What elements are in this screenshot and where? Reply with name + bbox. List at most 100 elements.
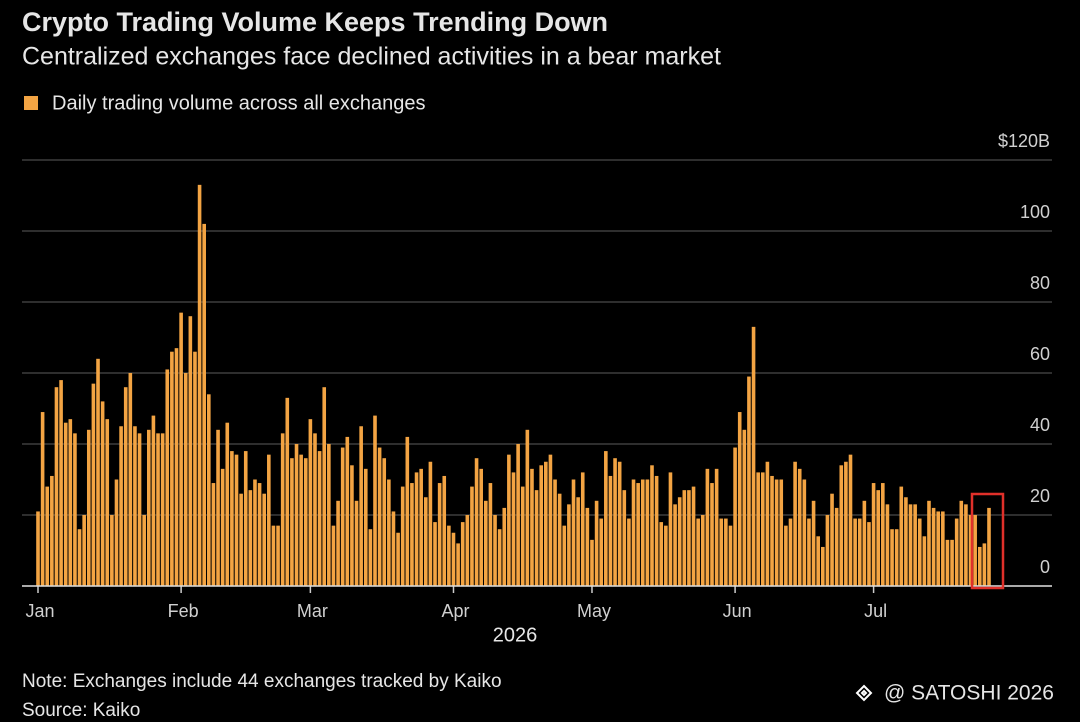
bar xyxy=(433,522,437,586)
bar xyxy=(447,525,451,586)
bar xyxy=(705,468,710,586)
bar xyxy=(654,475,659,586)
bar xyxy=(580,472,585,586)
y-tick-label: $120B xyxy=(998,131,1050,151)
bar xyxy=(151,415,156,586)
bar xyxy=(650,465,654,586)
bar xyxy=(853,518,857,586)
bar xyxy=(544,461,548,586)
bar xyxy=(257,483,262,586)
bar xyxy=(86,429,91,586)
bar xyxy=(474,458,479,586)
bar xyxy=(220,468,225,586)
bar xyxy=(687,490,691,586)
bar xyxy=(664,525,668,586)
bar xyxy=(562,525,567,586)
bar xyxy=(931,507,936,586)
bar xyxy=(585,507,590,586)
bar xyxy=(941,511,945,586)
bar xyxy=(659,522,664,586)
bar xyxy=(548,454,553,586)
bar xyxy=(63,422,68,586)
bar xyxy=(631,479,636,586)
bar xyxy=(368,529,373,586)
bar xyxy=(899,486,904,586)
bar xyxy=(303,458,308,586)
bar xyxy=(913,504,917,586)
bar xyxy=(387,479,391,586)
bar xyxy=(100,401,105,586)
bar xyxy=(437,483,442,586)
watermark-icon xyxy=(855,684,873,702)
bar xyxy=(497,529,502,586)
watermark: @ SATOSHI 2026 xyxy=(884,682,1054,705)
bar xyxy=(576,497,580,586)
bar xyxy=(613,458,617,586)
bar xyxy=(834,507,839,586)
bar xyxy=(636,483,640,586)
bar xyxy=(927,500,931,586)
bar xyxy=(146,429,151,586)
bar xyxy=(502,507,507,586)
bar xyxy=(114,479,119,586)
bar xyxy=(839,465,844,586)
bar xyxy=(830,493,834,586)
bar xyxy=(128,373,133,586)
chart-subtitle: Centralized exchanges face declined acti… xyxy=(22,43,721,71)
bar xyxy=(945,539,950,586)
legend-label: Daily trading volume across all exchange… xyxy=(52,92,426,114)
bar xyxy=(525,429,530,586)
bar xyxy=(484,500,488,586)
bar xyxy=(234,454,239,586)
bar xyxy=(133,426,137,586)
bar xyxy=(825,515,830,586)
bar xyxy=(354,500,359,586)
bar xyxy=(123,387,128,586)
bar xyxy=(816,536,820,586)
bar xyxy=(807,518,811,586)
y-tick-label: 20 xyxy=(1030,486,1050,506)
bar xyxy=(617,461,622,586)
bar xyxy=(294,444,299,586)
bar xyxy=(73,433,77,586)
bar xyxy=(567,504,571,586)
bar xyxy=(382,458,387,586)
bar xyxy=(451,532,456,586)
bar xyxy=(724,518,728,586)
bar xyxy=(165,369,170,586)
bar xyxy=(968,515,973,586)
bar xyxy=(599,518,604,586)
bar xyxy=(784,525,788,586)
bar xyxy=(225,422,230,586)
bar xyxy=(183,373,188,586)
bar xyxy=(982,543,987,586)
bar xyxy=(188,316,193,586)
x-tick-label: May xyxy=(577,601,611,621)
bar xyxy=(82,515,86,586)
highlight-box xyxy=(970,492,1005,590)
bar xyxy=(696,518,700,586)
bar xyxy=(230,451,234,586)
bar xyxy=(243,451,248,586)
legend-swatch xyxy=(24,96,38,110)
bar xyxy=(516,444,520,586)
bar xyxy=(119,426,123,586)
bar xyxy=(553,479,557,586)
bar xyxy=(253,479,257,586)
bar xyxy=(197,184,202,586)
y-tick-label: 100 xyxy=(1020,202,1050,222)
bar xyxy=(317,451,322,586)
bar xyxy=(594,500,599,586)
bar xyxy=(396,532,400,586)
bar xyxy=(36,511,40,586)
bar xyxy=(285,397,290,586)
bar xyxy=(881,483,885,586)
bar xyxy=(797,468,802,586)
bar xyxy=(885,504,890,586)
bar xyxy=(419,468,423,586)
bar xyxy=(802,479,807,586)
bar xyxy=(271,525,276,586)
bar xyxy=(359,426,363,586)
x-tick-label: Jun xyxy=(723,601,752,621)
bar xyxy=(410,483,414,586)
